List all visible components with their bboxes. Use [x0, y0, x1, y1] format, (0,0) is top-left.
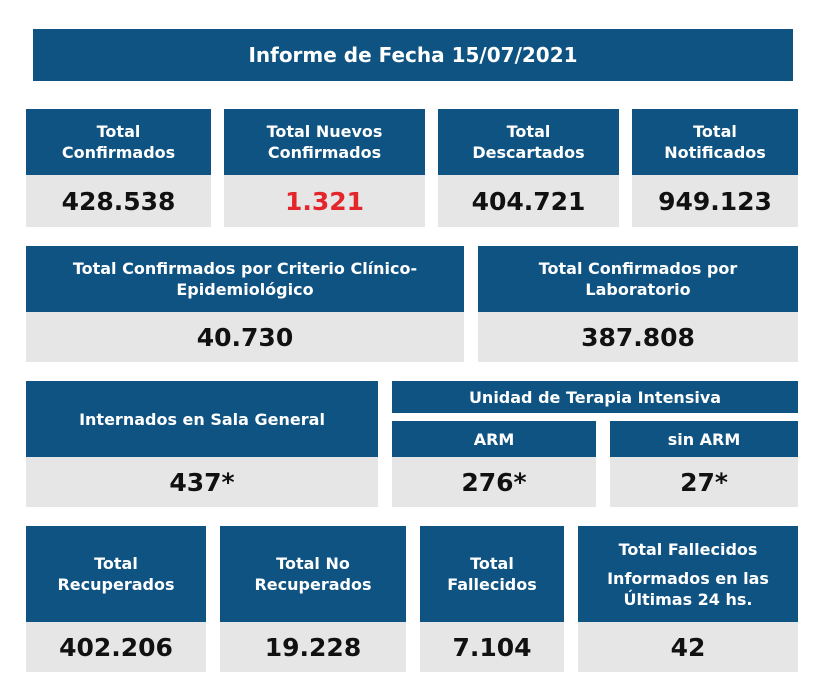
total-no-recuperados-value: 19.228 [220, 622, 406, 672]
arm-label: ARM [473, 429, 515, 449]
report-title: Informe de Fecha 15/07/2021 [248, 43, 578, 67]
total-recuperados-value: 402.206 [26, 622, 206, 672]
total-fallecidos-header: Total Fallecidos [420, 526, 564, 622]
total-no-recuperados-label-2: Recuperados [254, 575, 372, 594]
total-recuperados-label-2: Recuperados [57, 575, 175, 594]
fallecidos-24hs-label-1: Total Fallecidos [618, 539, 758, 559]
criterio-clinico-value: 40.730 [26, 312, 464, 362]
uti-header: Unidad de Terapia Intensiva [392, 381, 798, 413]
sin-arm-label: sin ARM [667, 429, 741, 449]
total-notificados-header: Total Notificados [632, 109, 798, 175]
total-nuevos-confirmados-label-1: Total Nuevos [266, 122, 383, 141]
criterio-clinico-label-1: Total Confirmados por Criterio Clínico- [72, 259, 418, 278]
total-fallecidos-label-1: Total [470, 554, 514, 573]
sala-general-label: Internados en Sala General [79, 409, 325, 429]
laboratorio-label-1: Total Confirmados por [538, 259, 738, 278]
criterio-clinico-header: Total Confirmados por Criterio Clínico- … [26, 246, 464, 312]
uti-label: Unidad de Terapia Intensiva [468, 387, 722, 407]
total-confirmados-label-2: Confirmados [61, 143, 176, 162]
total-descartados-label-1: Total [506, 122, 551, 141]
fallecidos-24hs-label-3: Últimas 24 hs. [623, 589, 753, 609]
total-no-recuperados-label-1: Total No [276, 554, 350, 573]
laboratorio-label-2: Laboratorio [585, 280, 691, 299]
total-descartados-header: Total Descartados [438, 109, 619, 175]
sala-general-header: Internados en Sala General [26, 381, 378, 457]
report-title-banner: Informe de Fecha 15/07/2021 [33, 29, 793, 81]
total-descartados-label-2: Descartados [472, 143, 585, 162]
arm-header: ARM [392, 421, 596, 457]
sin-arm-header: sin ARM [610, 421, 798, 457]
total-no-recuperados-header: Total No Recuperados [220, 526, 406, 622]
total-recuperados-header: Total Recuperados [26, 526, 206, 622]
total-confirmados-header: Total Confirmados [26, 109, 211, 175]
total-recuperados-label-1: Total [94, 554, 138, 573]
total-notificados-label-1: Total [693, 122, 737, 141]
fallecidos-24hs-label-2: Informados en las [607, 568, 769, 588]
total-fallecidos-value: 7.104 [420, 622, 564, 672]
total-confirmados-value: 428.538 [26, 175, 211, 227]
laboratorio-value: 387.808 [478, 312, 798, 362]
laboratorio-header: Total Confirmados por Laboratorio [478, 246, 798, 312]
total-confirmados-label-1: Total [96, 122, 141, 141]
arm-value: 276* [392, 457, 596, 507]
total-fallecidos-label-2: Fallecidos [447, 575, 537, 594]
sala-general-value: 437* [26, 457, 378, 507]
fallecidos-24hs-value: 42 [578, 622, 798, 672]
total-nuevos-confirmados-label-2: Confirmados [267, 143, 382, 162]
fallecidos-24hs-header: Total Fallecidos Informados en las Últim… [578, 526, 798, 622]
total-notificados-label-2: Notificados [664, 143, 766, 162]
sin-arm-value: 27* [610, 457, 798, 507]
total-nuevos-confirmados-header: Total Nuevos Confirmados [224, 109, 425, 175]
total-nuevos-confirmados-value: 1.321 [224, 175, 425, 227]
criterio-clinico-label-2: Epidemiológico [176, 280, 314, 299]
total-descartados-value: 404.721 [438, 175, 619, 227]
total-notificados-value: 949.123 [632, 175, 798, 227]
